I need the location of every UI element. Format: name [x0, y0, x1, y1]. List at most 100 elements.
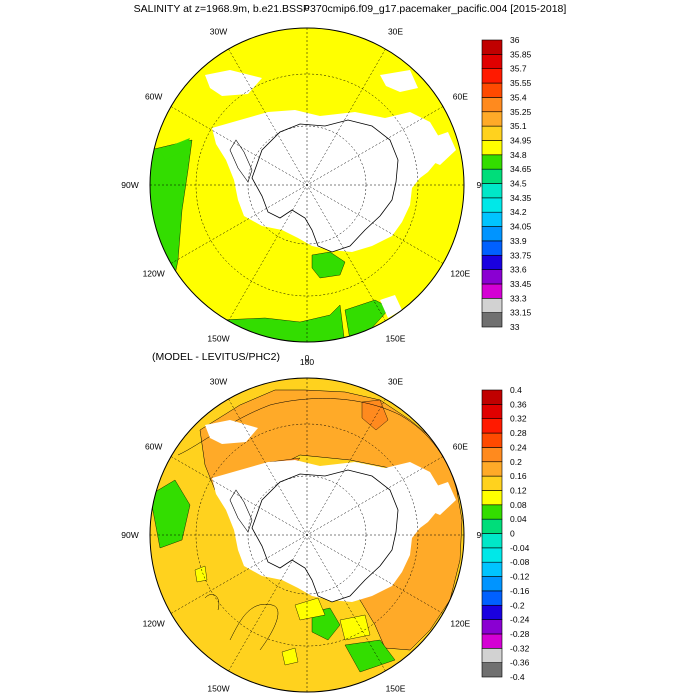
- colorbar-swatch: [481, 447, 503, 463]
- colorbar-tick-label: 33.45: [510, 279, 532, 289]
- difference-polar-map: [149, 377, 465, 693]
- colorbar-swatch: [481, 183, 503, 199]
- figure-title: SALINITY at z=1968.9m, b.e21.BSSP370cmip…: [134, 3, 567, 15]
- colorbar-tick-label: 35.4: [510, 92, 527, 102]
- colorbar-tick-label: -0.08: [510, 557, 530, 567]
- colorbar-tick-label: 33: [510, 322, 520, 332]
- colorbar-swatch: [481, 125, 503, 141]
- longitude-label-1-5: 150E: [386, 683, 406, 693]
- colorbar-tick-label: 35.85: [510, 49, 532, 59]
- colorbar-tick-label: 0: [510, 529, 515, 539]
- colorbar-tick-label: 33.15: [510, 308, 532, 318]
- colorbar-tick-label: 35.1: [510, 121, 527, 131]
- colorbar-tick-label: 33.3: [510, 293, 527, 303]
- colorbar-tick-label: 0.24: [510, 442, 527, 452]
- salinity-polar-map: [149, 27, 465, 343]
- colorbar-swatch: [481, 662, 503, 678]
- colorbar-swatch: [481, 432, 503, 448]
- colorbar-swatch: [481, 475, 503, 491]
- colorbar-tick-label: 34.5: [510, 179, 527, 189]
- colorbar-tick-label: 0.08: [510, 500, 527, 510]
- colorbar-swatch: [481, 604, 503, 620]
- longitude-label-1-8: 120W: [143, 619, 165, 629]
- longitude-label-0-9: 90W: [121, 180, 138, 190]
- difference-subtitle: (MODEL - LEVITUS/PHC2): [152, 351, 280, 363]
- colorbar-swatch: [481, 461, 503, 477]
- longitude-label-1-11: 30W: [210, 377, 227, 387]
- colorbar-swatch: [481, 82, 503, 98]
- colorbar-tick-label: 34.2: [510, 207, 527, 217]
- colorbar-tick-label: -0.12: [510, 572, 530, 582]
- longitude-label-1-7: 150W: [207, 683, 229, 693]
- colorbar-swatch: [481, 619, 503, 635]
- colorbar-tick-label: 33.9: [510, 236, 527, 246]
- colorbar-swatch: [481, 197, 503, 213]
- colorbar-swatch: [481, 39, 503, 55]
- longitude-label-0-1: 30E: [388, 27, 403, 37]
- colorbar-swatch: [481, 312, 503, 328]
- colorbar-swatch: [481, 168, 503, 184]
- longitude-label-0-0: 0: [305, 3, 310, 13]
- colorbar-swatch: [481, 404, 503, 420]
- longitude-label-1-4: 120E: [450, 619, 470, 629]
- colorbar-tick-label: 36: [510, 35, 520, 45]
- colorbar-tick-label: -0.28: [510, 629, 530, 639]
- colorbar-tick-label: 34.8: [510, 150, 527, 160]
- colorbar-tick-label: -0.4: [510, 672, 525, 682]
- colorbar-tick-label: -0.16: [510, 586, 530, 596]
- colorbar-tick-label: 0.2: [510, 457, 522, 467]
- colorbar-tick-label: 0.28: [510, 428, 527, 438]
- longitude-label-1-2: 60E: [453, 442, 468, 452]
- colorbar-swatch: [481, 297, 503, 313]
- colorbar-swatch: [481, 576, 503, 592]
- colorbar-tick-label: 34.95: [510, 136, 532, 146]
- colorbar-swatch: [481, 389, 503, 405]
- colorbar-swatch: [481, 226, 503, 242]
- colorbar-swatch: [481, 533, 503, 549]
- salinity-graticule: [150, 28, 464, 342]
- colorbar-swatch: [481, 547, 503, 563]
- colorbar-swatch: [481, 490, 503, 506]
- colorbar-swatch: [481, 154, 503, 170]
- colorbar-tick-label: 0.04: [510, 514, 527, 524]
- longitude-label-1-9: 90W: [121, 530, 138, 540]
- colorbar-swatch: [481, 633, 503, 649]
- longitude-label-0-5: 150E: [386, 333, 406, 343]
- longitude-label-0-8: 120W: [143, 269, 165, 279]
- colorbar-swatch: [481, 211, 503, 227]
- colorbar-tick-label: 0.12: [510, 486, 527, 496]
- colorbar-swatch: [481, 647, 503, 663]
- longitude-label-0-7: 150W: [207, 333, 229, 343]
- colorbar-tick-label: 0.4: [510, 385, 522, 395]
- colorbar-swatch: [481, 240, 503, 256]
- colorbar-tick-label: -0.2: [510, 600, 525, 610]
- colorbar-swatch: [481, 97, 503, 113]
- longitude-label-1-0: 0: [305, 353, 310, 363]
- colorbar-tick-label: 34.65: [510, 164, 532, 174]
- colorbar-tick-label: -0.04: [510, 543, 530, 553]
- colorbar-tick-label: 34.05: [510, 222, 532, 232]
- longitude-label-0-2: 60E: [453, 92, 468, 102]
- colorbar-swatch: [481, 418, 503, 434]
- colorbar-tick-label: 35.25: [510, 107, 532, 117]
- colorbar-tick-label: 33.6: [510, 265, 527, 275]
- colorbar-swatch: [481, 504, 503, 520]
- longitude-label-1-10: 60W: [145, 442, 162, 452]
- longitude-label-1-1: 30E: [388, 377, 403, 387]
- colorbar-tick-label: 0.36: [510, 399, 527, 409]
- colorbar-swatch: [481, 111, 503, 127]
- colorbar-tick-label: -0.36: [510, 658, 530, 668]
- colorbar-tick-label: -0.24: [510, 615, 530, 625]
- longitude-label-0-4: 120E: [450, 269, 470, 279]
- colorbar-swatch: [481, 561, 503, 577]
- colorbar-tick-label: 33.75: [510, 250, 532, 260]
- colorbar-tick-label: 0.32: [510, 414, 527, 424]
- colorbar-swatch: [481, 590, 503, 606]
- colorbar-tick-label: -0.32: [510, 643, 530, 653]
- colorbar-1: -0.4 -0.36 -0.32 -0.28 -0.24 -0.2 -0.16 -0.12 -0…: [481, 385, 530, 682]
- colorbar-swatch: [481, 283, 503, 299]
- longitude-label-0-11: 30W: [210, 27, 227, 37]
- colorbar-swatch: [481, 68, 503, 84]
- colorbar-swatch: [481, 254, 503, 270]
